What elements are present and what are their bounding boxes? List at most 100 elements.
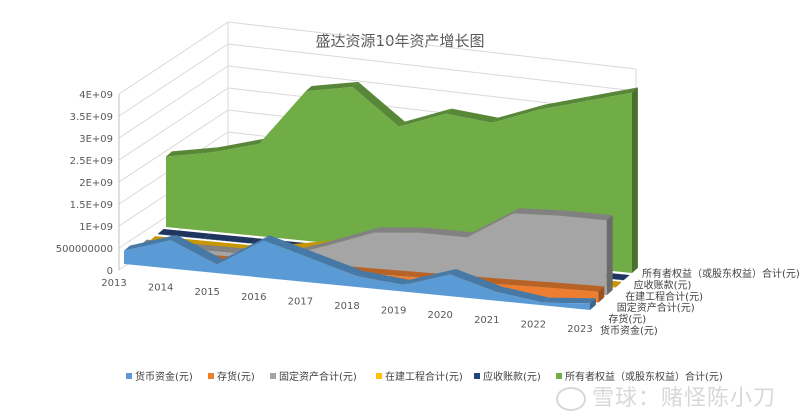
y-tick-label: 0 [107,266,113,277]
y-tick-label: 1.5E+09 [70,200,113,211]
area-end-cap [598,286,605,303]
area-top-face [399,108,452,127]
area-top-face [170,234,224,265]
depth-axis-label: 存货(元) [608,313,646,326]
legend-swatch [270,373,276,379]
area-top-face [492,104,545,123]
area-top-face [373,227,427,233]
y-tick-label: 500000000 [56,244,113,255]
x-tick-label: 2020 [427,310,452,321]
gridline-side [118,109,229,183]
legend-label: 应收账款(元) [483,370,541,383]
area-top-face [538,96,592,110]
area-end-cap [623,275,630,281]
area-top-face [403,269,457,285]
series-layer [124,81,638,310]
x-tick-label: 2018 [334,301,359,312]
y-tick-label: 2E+09 [79,178,113,189]
area-top-face [551,282,605,292]
area-end-cap [590,298,596,310]
gridline-side [118,43,229,117]
legend-label: 存货(元) [217,370,255,383]
legend-item: 固定资产合计(元) [270,370,357,383]
x-tick-label: 2016 [241,292,266,303]
legend-item: 在建工程合计(元) [376,370,463,383]
x-tick-label: 2021 [474,315,499,326]
area-top-face [543,297,596,304]
gridline-side [118,21,229,95]
legend: 货币资金(元) 存货(元) 固定资产合计(元) 在建工程合计(元) 应收账款(元) 所有者… [126,370,723,383]
depth-axis-label: 所有者权益（或股东权益）合计(元) [642,267,800,280]
legend-label: 在建工程合计(元) [385,370,463,383]
area-top-face [217,235,270,265]
area-top-face [450,269,503,292]
x-tick-label: 2023 [567,324,592,335]
legend-swatch [474,373,480,379]
area-front-face [140,213,607,296]
area-top-face [505,279,558,288]
x-tick-label: 2019 [381,306,406,317]
x-tick-label: 2015 [194,287,219,298]
legend-item: 应收账款(元) [474,370,541,383]
y-axis-ticks: 0 500000000 1E+09 1.5E+09 2E+09 2.5E+09 3E+09 3… [56,90,113,277]
area-top-face [305,81,359,92]
depth-axis-label: 在建工程合计(元) [625,290,703,303]
area-top-face [212,138,266,153]
legend-swatch [208,373,214,379]
area-top-face [352,81,405,127]
gridline-side [118,65,229,139]
area-top-face [124,234,177,251]
area-top-face [560,210,613,221]
depth-axis-label: 货币资金(元) [600,324,658,337]
legend-item: 货币资金(元) [126,370,193,383]
y-tick-label: 3.5E+09 [70,112,113,123]
gridline-side [118,87,229,161]
area-top-face [513,208,567,216]
area-top-face [204,233,257,244]
legend-swatch [556,373,562,379]
area-top-face [310,253,363,276]
area-top-face [365,268,418,278]
x-tick-label: 2014 [148,283,173,294]
area-end-cap [606,215,613,296]
watermark: 雪球：赌怪陈小刀 [555,380,776,412]
x-tick-label: 2022 [521,319,546,330]
area-top-face [187,243,240,254]
watermark-text: 雪球：赌怪陈小刀 [591,386,776,411]
legend-item: 所有者权益（或股东权益）合计(元) [556,370,723,383]
x-tick-label: 2013 [101,278,126,289]
gridline-back [227,43,637,92]
y-tick-label: 2.5E+09 [70,156,113,167]
legend-label: 固定资产合计(元) [279,370,357,383]
legend-swatch [126,373,132,379]
area-end-cap [615,281,622,288]
y-tick-label: 4E+09 [79,90,113,101]
area-top-face [496,286,550,303]
area-top-face [157,229,211,239]
legend-swatch [376,373,382,379]
series-0 [124,234,596,310]
legend-item: 存货(元) [208,370,255,383]
area-top-face [357,270,410,285]
area-top-face [467,208,520,238]
area-top-face [327,227,380,246]
snowball-logo-icon [555,387,586,411]
depth-axis-label: 应收账款(元) [634,278,692,291]
area-end-cap [632,87,638,273]
x-tick-label: 2017 [288,296,313,307]
area-top-face [420,227,473,238]
legend-label: 货币资金(元) [135,370,193,383]
y-tick-label: 3E+09 [79,134,113,145]
series-2 [140,208,613,296]
area-front-face [124,240,590,310]
legend-label: 所有者权益（或股东权益）合计(元) [565,370,723,383]
x-axis-ticks: 2013 2014 2015 2016 2017 2018 2019 2020 2021 2022… [101,278,592,335]
area-top-face [585,87,638,102]
area-top-face [445,108,499,123]
depth-axis-label: 固定资产合计(元) [617,301,695,314]
area-top-face [166,147,219,157]
area-top-face [263,235,317,259]
y-tick-label: 1E+09 [79,222,113,233]
depth-axis-labels: 货币资金(元)存货(元)固定资产合计(元)在建工程合计(元)应收账款(元)所有者… [600,267,800,337]
